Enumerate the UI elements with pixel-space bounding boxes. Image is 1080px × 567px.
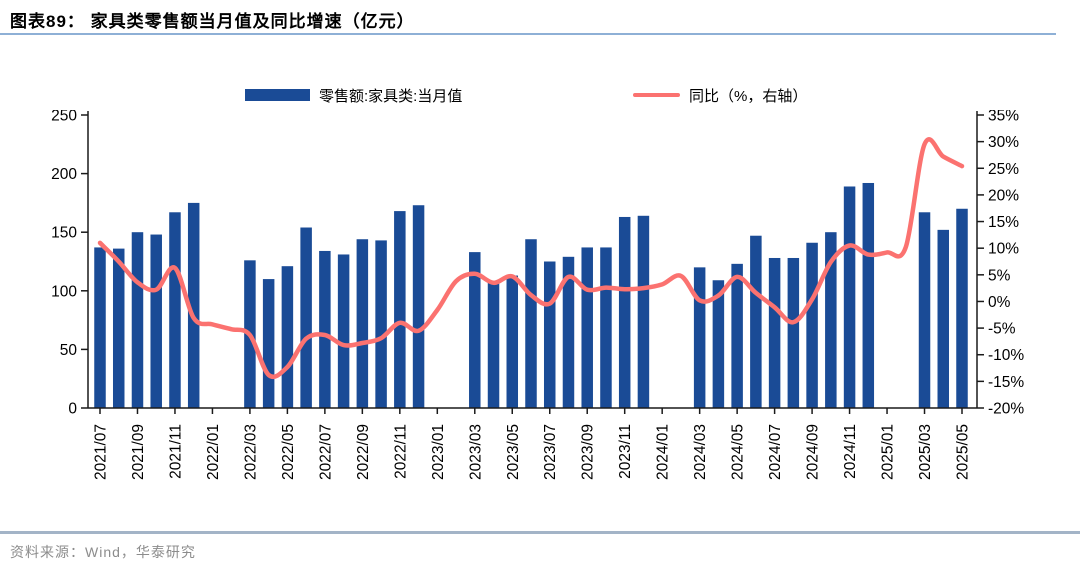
- bar-2023-03: [469, 252, 481, 408]
- bar-2022-11: [394, 211, 406, 408]
- x-tick-label: 2022/07: [317, 424, 334, 480]
- bar-2023-10: [600, 247, 612, 408]
- bar-2024-05: [731, 263, 743, 408]
- legend-label-yoy: 同比（%，右轴）: [689, 87, 808, 105]
- right-tick-label: -20%: [988, 401, 1024, 418]
- bar-2021-10: [150, 234, 162, 408]
- bar-2021-11: [169, 212, 181, 408]
- bar-2021-09: [131, 232, 144, 408]
- x-tick-label: 2021/07: [93, 424, 110, 480]
- left-tick-label: 100: [51, 283, 77, 300]
- right-tick-label: 30%: [988, 134, 1019, 151]
- bar-2022-10: [375, 240, 387, 408]
- x-tick-label: 2022/09: [355, 424, 372, 480]
- legend-label-retail: 零售额:家具类:当月值: [319, 87, 463, 105]
- x-tick-label: 2024/07: [767, 424, 784, 480]
- bar-2021-12: [187, 202, 200, 408]
- x-tick-label: 2024/01: [655, 424, 672, 480]
- yoy-line: [97, 137, 965, 380]
- bar-2021-08: [112, 248, 125, 408]
- footer-divider: [0, 531, 1080, 534]
- title-underline: [0, 33, 1056, 35]
- x-tick-label: 2023/01: [430, 424, 447, 480]
- right-tick-label: 10%: [988, 241, 1019, 258]
- right-tick-label: -15%: [988, 374, 1024, 391]
- right-tick-label: 25%: [988, 161, 1019, 178]
- right-tick-label: 35%: [988, 110, 1019, 125]
- right-tick-label: -10%: [988, 347, 1024, 364]
- left-tick-label: 0: [68, 401, 77, 418]
- right-tick-label: 0%: [988, 294, 1011, 311]
- x-tick-label: 2025/05: [955, 424, 972, 480]
- bar-2025-03: [918, 212, 931, 408]
- left-tick-label: 50: [60, 342, 78, 359]
- chart-legend: 零售额:家具类:当月值 同比（%，右轴）: [0, 85, 1080, 105]
- x-tick-label: 2024/03: [692, 424, 709, 480]
- bar-2024-11: [843, 186, 856, 408]
- bar-2023-12: [637, 215, 650, 408]
- x-tick-label: 2024/11: [842, 424, 859, 479]
- x-tick-label: 2023/07: [542, 424, 559, 480]
- legend-item-retail-bars: 零售额:家具类:当月值: [245, 85, 462, 105]
- furniture-retail-chart: 0 50 100 150 200 250 -20% -15% -10% -5% 0% 5% 10% 15%…: [51, 110, 1024, 480]
- x-tick-label: 2024/09: [805, 424, 822, 480]
- x-tick-label: 2024/05: [730, 424, 747, 480]
- bar-2023-09: [581, 247, 593, 408]
- x-tick-label: 2021/11: [167, 424, 184, 479]
- x-tick-label: 2023/05: [505, 424, 522, 480]
- bar-2024-10: [825, 232, 837, 408]
- bar-2023-11: [618, 216, 631, 408]
- bar-2022-09: [356, 239, 369, 408]
- bar-2023-08: [562, 256, 575, 408]
- bar-2022-06: [300, 227, 312, 408]
- legend-item-yoy-line: 同比（%，右轴）: [633, 85, 807, 105]
- right-tick-label: 20%: [988, 187, 1019, 204]
- x-tick-label: 2023/03: [467, 424, 484, 480]
- x-tick-label: 2022/11: [392, 424, 409, 479]
- x-tick-label: 2022/03: [242, 424, 259, 480]
- bar-2025-05: [956, 208, 968, 408]
- x-tick-label: 2021/09: [130, 424, 147, 480]
- line-swatch-icon: [633, 93, 680, 97]
- left-tick-label: 250: [51, 110, 77, 125]
- bar-2024-12: [862, 182, 875, 408]
- left-tick-label: 200: [51, 166, 77, 183]
- bar-2024-09: [806, 242, 818, 408]
- bar-2023-05: [506, 275, 519, 408]
- bar-2024-03: [693, 267, 706, 408]
- bar-2021-07: [94, 247, 106, 408]
- figure-title: 图表89： 家具类零售额当月值及同比增速（亿元）: [10, 12, 415, 31]
- bar-2022-12: [412, 205, 425, 408]
- left-tick-label: 150: [51, 225, 77, 242]
- bar-2025-04: [937, 229, 950, 408]
- x-tick-label: 2023/09: [580, 424, 597, 480]
- bar-2022-08: [337, 254, 350, 408]
- bar-2022-04: [262, 279, 275, 408]
- bar-2022-05: [281, 266, 294, 408]
- bar-2023-04: [487, 281, 500, 408]
- right-tick-label: -5%: [988, 321, 1016, 338]
- bar-2024-04: [712, 280, 725, 408]
- x-tick-label: 2025/01: [880, 424, 897, 480]
- right-tick-label: 5%: [988, 267, 1011, 284]
- right-tick-label: 15%: [988, 214, 1019, 231]
- source-text: 资料来源：Wind，华泰研究: [10, 544, 196, 560]
- x-tick-label: 2022/05: [280, 424, 297, 480]
- x-tick-label: 2022/01: [205, 424, 222, 480]
- bar-2024-06: [750, 235, 762, 408]
- bar-2022-07: [319, 250, 331, 408]
- bar-2023-06: [525, 239, 537, 408]
- bar-2024-07: [768, 257, 781, 408]
- x-tick-label: 2025/03: [917, 424, 934, 480]
- bar-2023-07: [543, 261, 556, 408]
- x-tick-label: 2023/11: [617, 424, 634, 479]
- bar-swatch-icon: [245, 89, 310, 101]
- bar-2024-08: [787, 257, 800, 408]
